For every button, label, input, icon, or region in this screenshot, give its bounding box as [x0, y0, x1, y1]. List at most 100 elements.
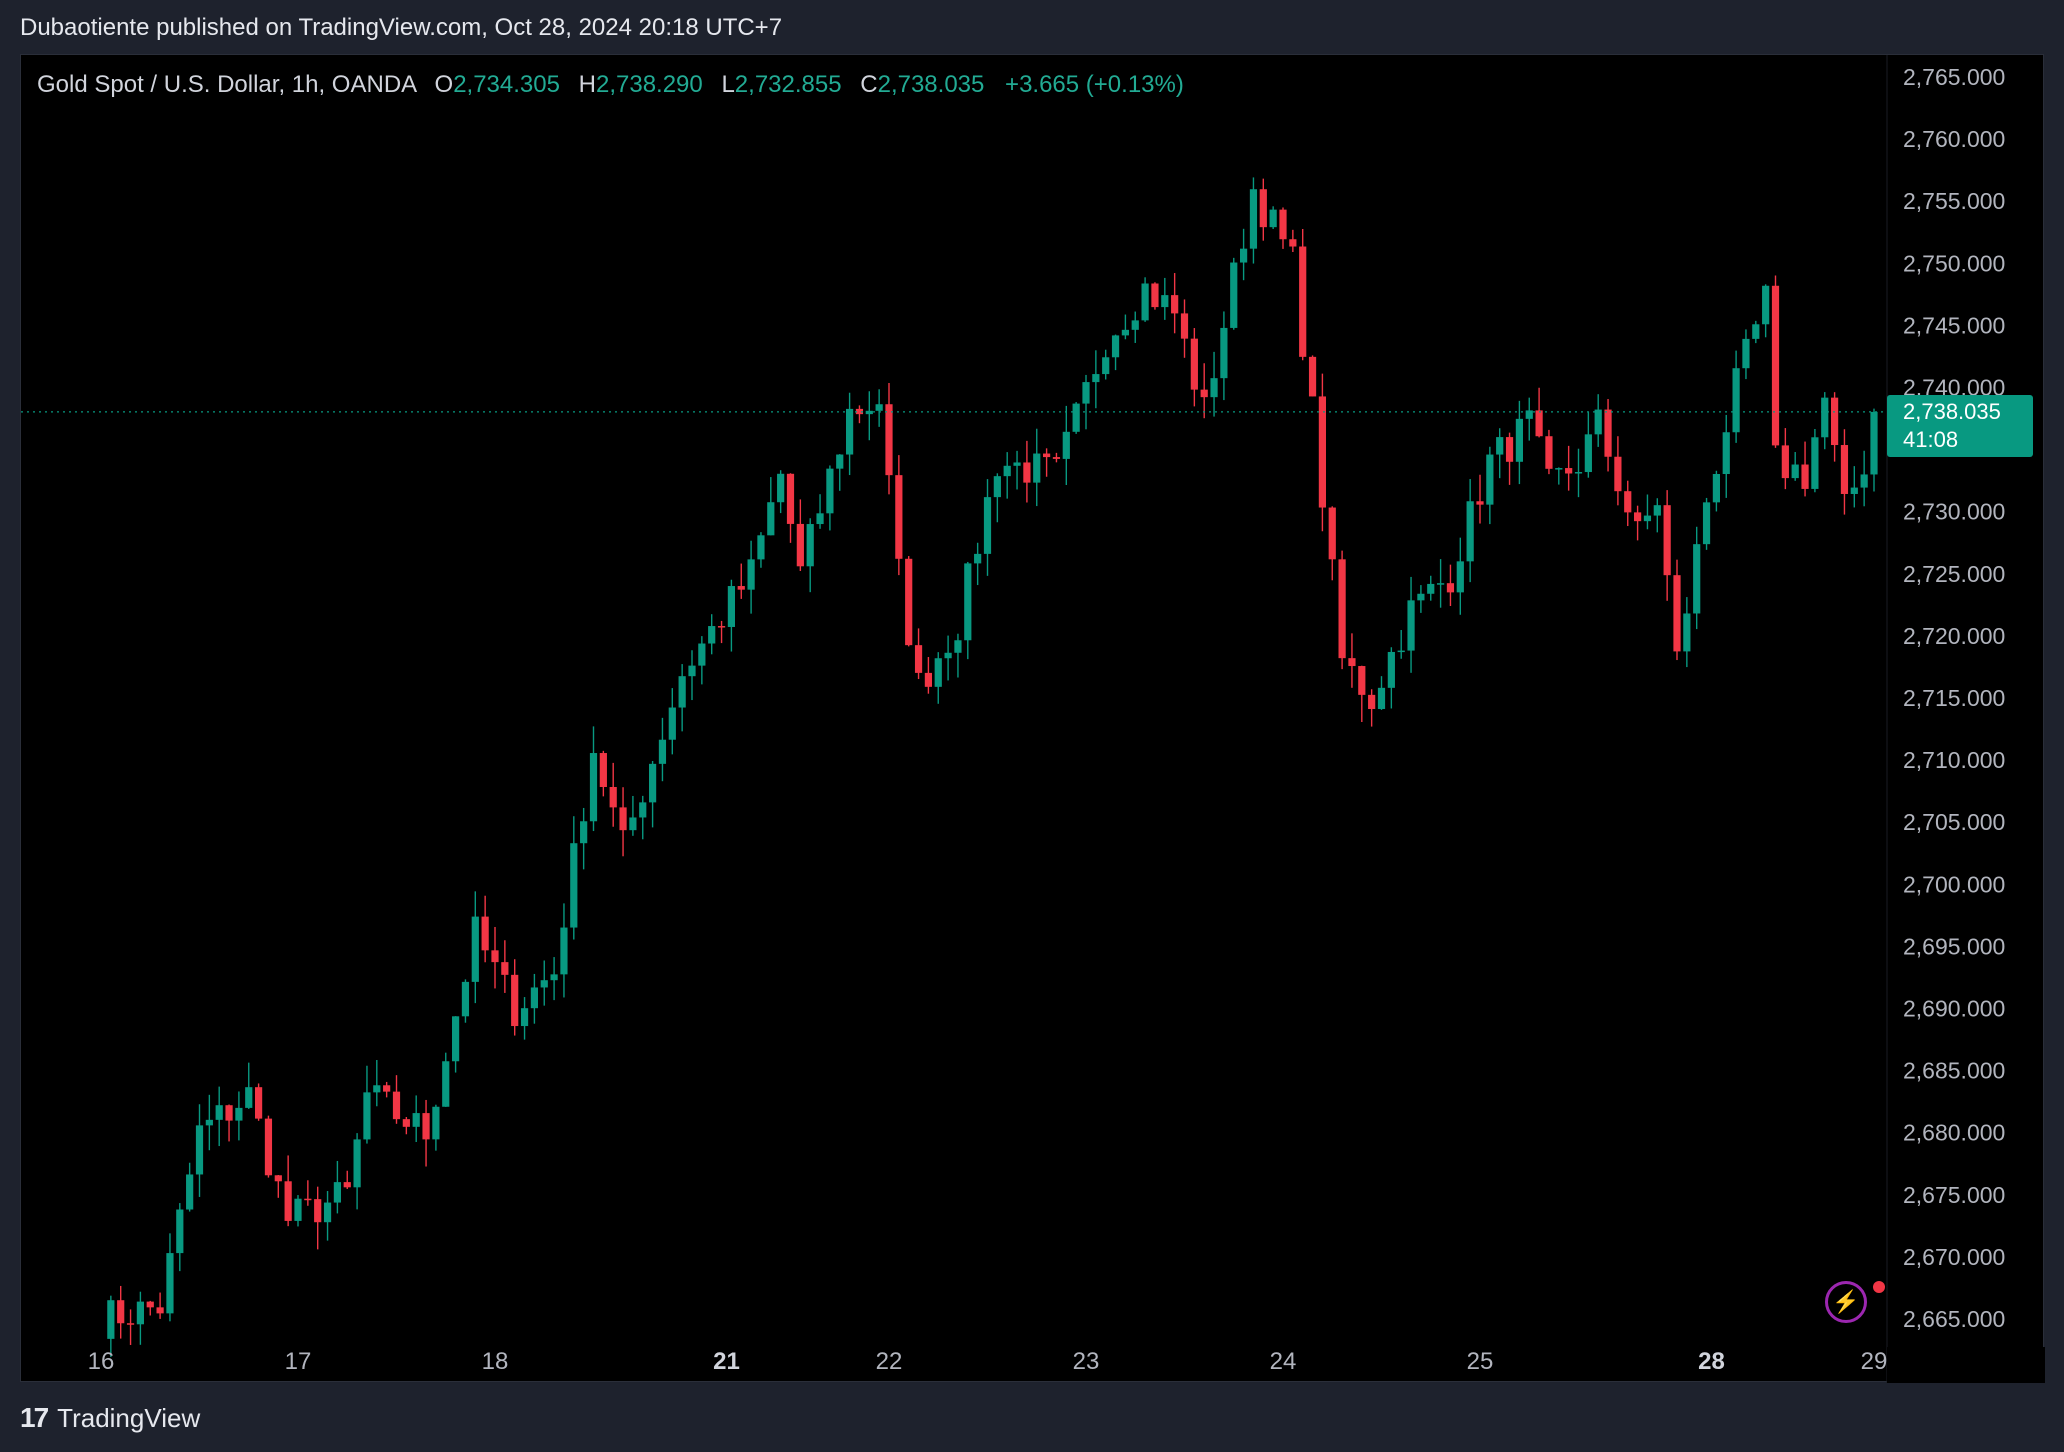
- candle-body: [944, 652, 952, 659]
- candle-body: [1791, 464, 1799, 479]
- candle-body: [117, 1300, 125, 1324]
- candle-body: [235, 1107, 243, 1121]
- x-tick-label: 24: [1270, 1348, 1297, 1375]
- candle-body: [954, 640, 962, 653]
- candle-body: [1860, 474, 1868, 488]
- candle-body: [225, 1105, 233, 1121]
- candle-body: [1722, 432, 1730, 474]
- candle-body: [1505, 437, 1514, 462]
- candle-body: [934, 658, 942, 687]
- candle-body: [619, 807, 627, 831]
- candle-body: [176, 1209, 184, 1254]
- candle-body: [540, 980, 548, 988]
- candle-body: [1171, 295, 1179, 314]
- candle-body: [432, 1106, 440, 1140]
- candle-body: [1496, 437, 1504, 455]
- y-tick-label: 2,685.000: [1903, 1058, 2005, 1084]
- candle-body: [1486, 454, 1494, 505]
- open-label: O: [434, 71, 454, 98]
- candle-body: [1259, 189, 1267, 228]
- y-tick-label: 2,670.000: [1903, 1244, 2005, 1270]
- candle-body: [491, 950, 499, 963]
- candle-body: [747, 559, 755, 590]
- candle-body: [1693, 544, 1701, 614]
- candle-body: [964, 563, 972, 641]
- candle-body: [1328, 507, 1336, 560]
- candle-body: [855, 408, 864, 415]
- candle-body: [1397, 650, 1405, 653]
- candle-body: [412, 1113, 420, 1127]
- candle-body: [1574, 472, 1583, 474]
- candle-body: [1831, 397, 1839, 446]
- candle-body: [1023, 462, 1031, 483]
- candle-body: [1230, 262, 1238, 328]
- candle-body: [442, 1061, 450, 1107]
- y-tick-label: 2,675.000: [1903, 1182, 2005, 1208]
- candle-body: [1427, 583, 1435, 594]
- candle-body: [1850, 487, 1858, 494]
- chart-pane[interactable]: 2,765.000 2,760.000 2,755.000 2,750.000 2,74…: [20, 54, 2045, 1383]
- candle-body: [1161, 295, 1169, 308]
- candle-body: [1584, 434, 1592, 473]
- x-tick-label: 25: [1467, 1348, 1494, 1375]
- candle-body: [304, 1198, 312, 1201]
- y-tick-label: 2,715.000: [1903, 685, 2005, 711]
- candle-body: [1121, 329, 1129, 336]
- x-tick-label: 18: [482, 1348, 509, 1375]
- candle-body: [186, 1174, 194, 1210]
- candle-body: [1240, 248, 1248, 263]
- x-tick-label: 16: [88, 1348, 115, 1375]
- candle-body: [1771, 285, 1780, 446]
- candlestick-chart[interactable]: 2,765.000 2,760.000 2,755.000 2,750.000 2,74…: [21, 55, 2045, 1383]
- candle-body: [1338, 559, 1346, 659]
- tradingview-logo-icon[interactable]: 17: [20, 1402, 49, 1433]
- candle-body: [1299, 246, 1307, 357]
- candle-body: [717, 626, 726, 628]
- candle-body: [1190, 338, 1198, 390]
- symbol-label[interactable]: Gold Spot / U.S. Dollar, 1h, OANDA: [37, 71, 416, 98]
- bar-countdown: 41:08: [1903, 427, 1959, 452]
- x-tick-label: 17: [285, 1348, 312, 1375]
- candle-body: [777, 473, 785, 503]
- candle-body: [678, 676, 686, 708]
- candle-body: [1446, 583, 1455, 593]
- candle-body: [1220, 327, 1228, 379]
- y-tick-label: 2,765.000: [1903, 64, 2005, 90]
- brand-name[interactable]: TradingView: [57, 1402, 201, 1433]
- close-value: 2,738.035: [877, 71, 985, 98]
- candle-body: [471, 916, 479, 982]
- candle-body: [1614, 456, 1622, 492]
- candle-body: [560, 927, 568, 975]
- candle-body: [1013, 462, 1021, 466]
- low-label: L: [721, 71, 735, 98]
- candle-body: [1643, 515, 1652, 522]
- candle-body: [1712, 473, 1720, 503]
- y-tick-label: 2,690.000: [1903, 996, 2005, 1022]
- x-tick-label: 23: [1073, 1348, 1100, 1375]
- candle-body: [452, 1016, 460, 1062]
- candle-body: [589, 753, 598, 822]
- candle-body: [146, 1301, 154, 1308]
- lightning-icon[interactable]: ⚡: [1825, 1281, 1867, 1323]
- y-tick-label: 2,755.000: [1903, 188, 2005, 214]
- y-tick-label: 2,750.000: [1903, 250, 2005, 276]
- high-label: H: [578, 71, 596, 98]
- candle-body: [1210, 378, 1218, 398]
- candle-body: [1200, 389, 1208, 398]
- candle-body: [501, 962, 509, 975]
- candle-body: [1141, 283, 1149, 321]
- candle-body: [1348, 658, 1356, 667]
- candle-body: [599, 753, 607, 787]
- footer: 17 TradingView: [20, 1402, 200, 1434]
- chart-legend: Gold Spot / U.S. Dollar, 1h, OANDA O 2,73…: [37, 71, 1184, 99]
- candle-body: [826, 468, 834, 514]
- candle-body: [1052, 457, 1061, 459]
- candle-body: [914, 645, 923, 673]
- candle-body: [1525, 410, 1533, 419]
- candle-body: [422, 1113, 430, 1140]
- candle-body: [1279, 209, 1287, 240]
- high-value: 2,738.290: [595, 71, 703, 98]
- candle-body: [1062, 431, 1070, 459]
- change-value: +3.665 (+0.13%): [1005, 71, 1184, 98]
- candle-body: [1653, 505, 1661, 516]
